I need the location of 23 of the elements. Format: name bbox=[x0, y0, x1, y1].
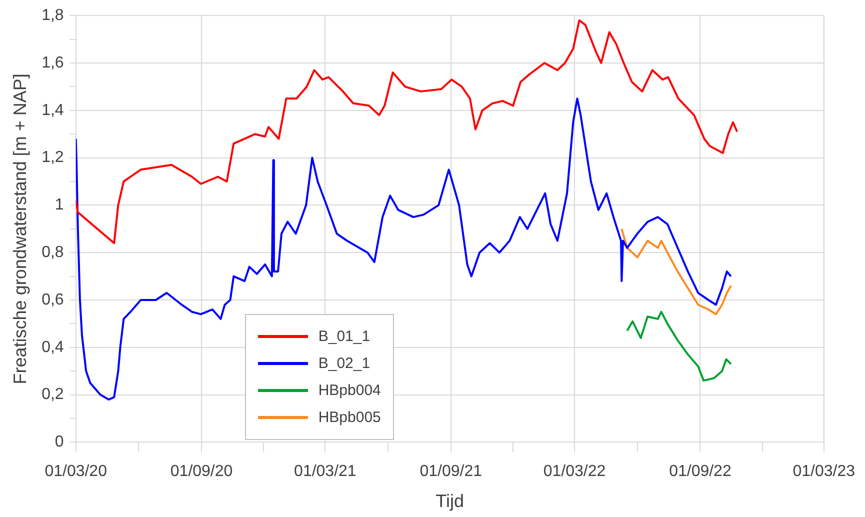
x-tick-label: 01/09/20 bbox=[170, 463, 233, 480]
x-tick-label: 01/03/20 bbox=[44, 463, 108, 480]
legend-label: HBpb005 bbox=[318, 409, 381, 426]
x-tick-label: 01/03/21 bbox=[294, 463, 356, 480]
x-tick-label: 01/09/21 bbox=[420, 463, 482, 480]
legend-label: B_02_1 bbox=[318, 355, 370, 372]
y-tick-label: 1,8 bbox=[42, 7, 64, 24]
y-tick-label: 0 bbox=[54, 434, 64, 451]
y-tick-label: 0,8 bbox=[42, 244, 64, 262]
y-tick-label: 1 bbox=[54, 196, 64, 214]
x-tick-label: 01/03/22 bbox=[543, 463, 606, 480]
x-tick-label: 01/03/23 bbox=[792, 463, 856, 480]
legend-label: B_01_1 bbox=[318, 328, 370, 346]
x-tick-label: 01/09/22 bbox=[669, 463, 732, 480]
legend-label: HBpb004 bbox=[318, 382, 381, 400]
y-tick-label: 1,4 bbox=[42, 102, 64, 119]
y-tick-label: 1,2 bbox=[42, 149, 64, 166]
y-tick-label: 0,2 bbox=[42, 386, 64, 404]
y-tick-label: 0,4 bbox=[42, 338, 64, 356]
y-axis-title: Freatische grondwaterstand [m + NAP] bbox=[10, 74, 30, 384]
y-tick-label: 0,6 bbox=[42, 291, 64, 308]
x-axis-title: Tijd bbox=[436, 491, 464, 512]
y-tick-label: 1,6 bbox=[42, 54, 64, 72]
